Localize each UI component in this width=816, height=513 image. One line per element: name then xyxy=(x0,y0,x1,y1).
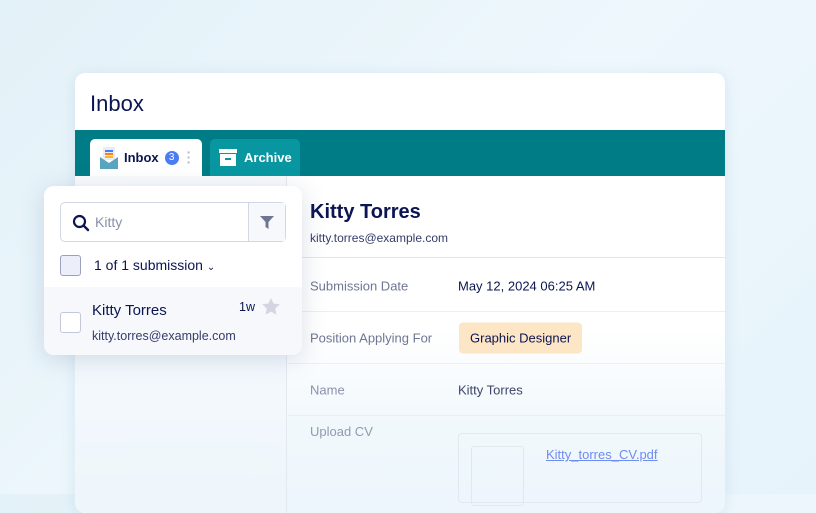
field-row: Submission Date May 12, 2024 06:25 AM xyxy=(288,260,725,312)
tab-inbox[interactable]: Inbox 3 · · · xyxy=(90,139,202,176)
search-input[interactable] xyxy=(95,214,235,230)
search-popup: 1 of 1 submission ⌄ Kitty Torres kitty.t… xyxy=(44,186,302,355)
select-all-checkbox[interactable] xyxy=(60,255,81,276)
submitter-name: Kitty Torres xyxy=(310,201,421,223)
more-options-icon[interactable]: · · · xyxy=(186,144,192,170)
submission-detail: Kitty Torres kitty.torres@example.com Su… xyxy=(288,176,725,513)
item-email: kitty.torres@example.com xyxy=(92,329,236,343)
item-checkbox[interactable] xyxy=(60,312,81,333)
divider xyxy=(288,257,725,258)
submitter-email: kitty.torres@example.com xyxy=(310,231,448,245)
unread-count-badge: 3 xyxy=(164,150,179,165)
page-title: Inbox xyxy=(90,91,144,116)
item-name: Kitty Torres xyxy=(92,302,167,319)
field-label: Position Applying For xyxy=(310,330,433,345)
inbox-envelope-icon xyxy=(100,146,118,169)
file-link[interactable]: Kitty_torres_CV.pdf xyxy=(546,447,658,462)
position-chip: Graphic Designer xyxy=(459,322,583,353)
archive-box-icon xyxy=(219,149,237,166)
search-icon xyxy=(72,214,90,232)
submission-count-dropdown[interactable]: 1 of 1 submission ⌄ xyxy=(94,257,215,273)
filter-funnel-icon xyxy=(260,215,274,229)
tab-archive-label: Archive xyxy=(244,150,292,165)
search-field[interactable] xyxy=(60,202,286,242)
filter-button[interactable] xyxy=(248,203,285,241)
field-value: Kitty Torres xyxy=(458,382,523,397)
star-icon[interactable] xyxy=(262,298,280,315)
field-label: Name xyxy=(310,382,345,397)
chevron-down-icon: ⌄ xyxy=(206,262,216,273)
tab-inbox-label: Inbox xyxy=(124,150,159,165)
file-attachment: Kitty_torres_CV.pdf xyxy=(458,433,702,506)
tab-bar: Inbox 3 · · · Archive xyxy=(75,130,725,176)
field-label: Submission Date xyxy=(310,278,409,293)
item-age: 1w xyxy=(239,300,255,314)
file-thumbnail-icon xyxy=(471,446,524,506)
field-label: Upload CV xyxy=(310,424,373,439)
list-item[interactable]: Kitty Torres kitty.torres@example.com 1w xyxy=(44,287,302,355)
field-value: May 12, 2024 06:25 AM xyxy=(458,278,596,293)
tab-archive[interactable]: Archive xyxy=(210,139,300,176)
field-row: Position Applying For Graphic Designer xyxy=(288,312,725,364)
field-row: Name Kitty Torres xyxy=(288,364,725,416)
submission-count: 1 of 1 submission xyxy=(94,257,203,273)
